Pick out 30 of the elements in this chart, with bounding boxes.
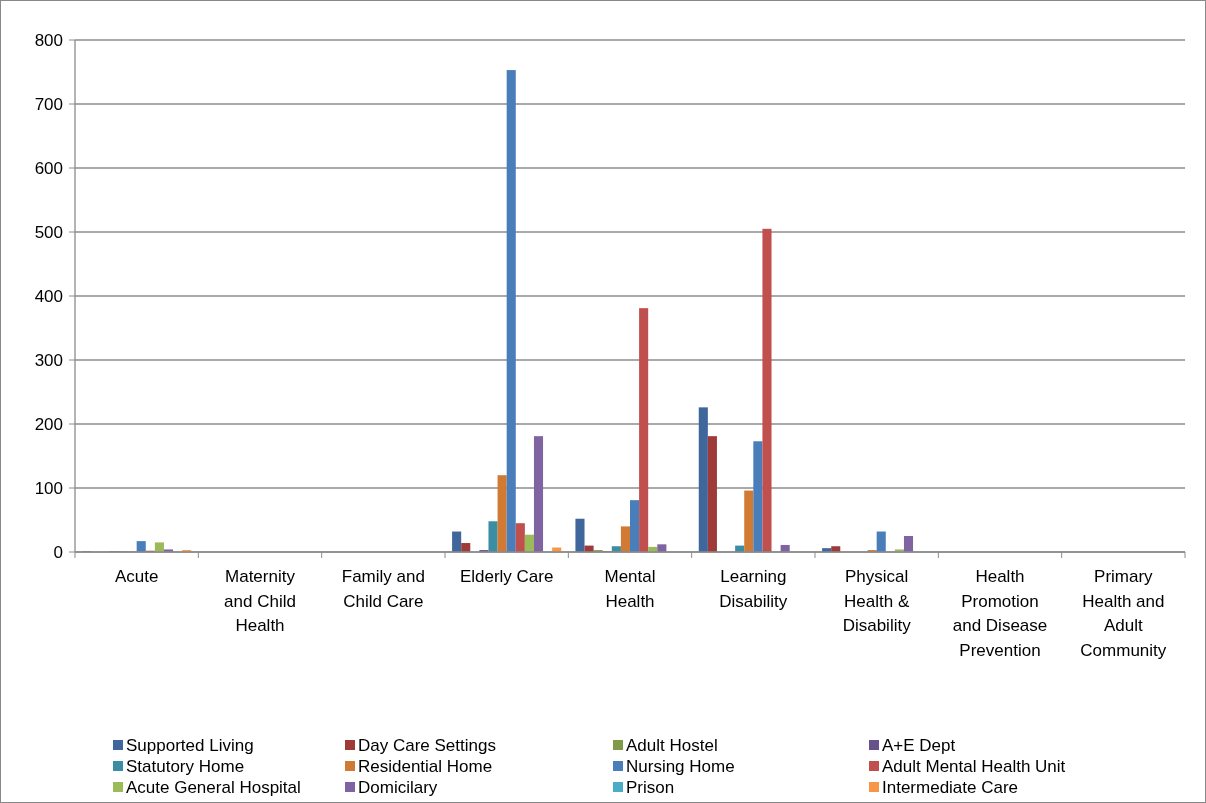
legend-label: Acute General Hospital (126, 777, 301, 797)
legend-label: Domicilary (358, 777, 438, 797)
legend-label: Supported Living (126, 735, 254, 755)
x-tick-label: Maternity and Child Health (224, 567, 296, 635)
x-tick-label: Mental Health (604, 567, 656, 611)
legend-label: Residential Home (358, 756, 493, 776)
x-tick-label: Elderly Care (459, 567, 554, 586)
legend-label: A+E Dept (882, 735, 956, 755)
legend-label: Adult Hostel (626, 735, 718, 755)
y-tick-label: 300 (34, 350, 63, 370)
x-tick-label: Health Promotion and Disease Prevention (952, 567, 1048, 660)
x-tick-label: Physical Health & Disability (842, 567, 912, 635)
legend-label: Day Care Settings (358, 735, 496, 755)
y-tick-label: 100 (34, 478, 63, 498)
y-tick-label: 600 (34, 158, 63, 178)
y-tick-label: 700 (34, 94, 63, 114)
x-tick-label: Primary Health and Adult Community (1080, 567, 1167, 660)
y-tick-label: 800 (34, 30, 63, 50)
legend-label: Prison (626, 777, 675, 797)
y-tick-label: 200 (34, 414, 63, 434)
x-tick-label: Family and Child Care (341, 567, 425, 611)
y-tick-label: 0 (53, 542, 63, 562)
x-tick-label: Learning Disability (719, 567, 788, 611)
x-tick-label: Acute (114, 567, 159, 586)
legend-label: Adult Mental Health Unit (882, 756, 1066, 776)
legend-label: Intermediate Care (882, 777, 1019, 797)
legend-label: Nursing Home (626, 756, 735, 776)
y-tick-label: 500 (34, 222, 63, 242)
legend-label: Statutory Home (126, 756, 245, 776)
y-tick-label: 400 (34, 286, 63, 306)
